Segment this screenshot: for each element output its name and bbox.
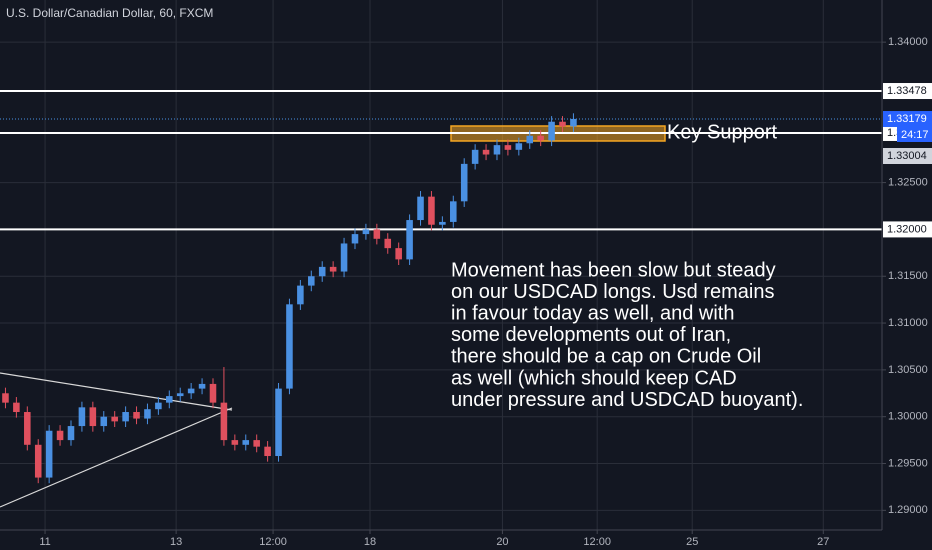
candle-body (318, 266, 326, 277)
candle-body (308, 276, 315, 286)
axis-labels: 1.29000 1.29500 1.30000 1.30500 1.31000 1.315… (39, 36, 932, 548)
candle-body (111, 416, 118, 422)
candle-body (340, 243, 348, 272)
note-line: in favour today as well, and with (451, 302, 735, 324)
x-tick-label: 25 (686, 536, 698, 548)
level-label-box (883, 221, 932, 238)
candle-body (384, 238, 392, 249)
level-label-box (883, 83, 932, 100)
candle-body (460, 163, 468, 202)
candle-body (89, 407, 97, 427)
candle-body (482, 149, 490, 155)
candle-body (122, 412, 129, 422)
current-price-label: 1.33179 (887, 113, 927, 125)
trend-line (0, 372, 233, 411)
candle-body (471, 149, 479, 164)
level-label: 1.33478 (887, 85, 927, 97)
chart-title: U.S. Dollar/Canadian Dollar, 60, FXCM (6, 6, 213, 20)
x-tick-label: 11 (39, 536, 50, 548)
note-line: on our USDCAD longs. Usd remains (451, 281, 774, 303)
candle-body (56, 430, 64, 441)
candle-body (13, 402, 20, 413)
candle-body (34, 444, 42, 478)
candle-body (231, 440, 239, 445)
note-line: some developments out of Iran, (451, 324, 731, 346)
zone-label: 1.33004 (887, 150, 927, 162)
candle-body (504, 145, 512, 150)
candle-body (351, 234, 359, 244)
candle-body (362, 229, 370, 235)
countdown-box (897, 127, 932, 142)
y-tick-label: 1.34000 (888, 36, 928, 48)
candles (2, 113, 577, 484)
candle-body (155, 402, 162, 410)
candle-body (493, 145, 501, 155)
note-line: as well (which should keep CAD (451, 367, 737, 389)
candle-body (100, 416, 108, 427)
candle-body (297, 285, 304, 305)
candle-body (242, 440, 250, 445)
candle-body (286, 304, 293, 389)
candle-body (329, 266, 337, 272)
zone-label-box (883, 148, 932, 164)
y-tick-label: 1.30500 (888, 364, 928, 376)
candle-body (264, 446, 271, 457)
y-tick-label: 1.32500 (888, 177, 928, 189)
x-tick-label: 12:00 (259, 536, 287, 548)
candle-body (45, 430, 53, 478)
candle-body (406, 220, 413, 260)
y-tick-label: 1.29000 (888, 504, 928, 516)
levels (0, 90, 882, 231)
candle-body (78, 407, 86, 427)
y-tick-label: 1.29500 (888, 457, 928, 469)
candle-body (570, 118, 577, 127)
level-label: 1.32000 (887, 223, 927, 235)
candle-body (559, 121, 566, 127)
x-tick-label: 18 (364, 536, 376, 548)
candle-body (428, 196, 435, 225)
candle-body (24, 412, 31, 445)
time-axis (0, 530, 932, 550)
candle-body (450, 201, 457, 222)
note-line: under pressure and USDCAD buoyant). (451, 389, 803, 411)
note-line: there should be a cap on Crude Oil (451, 346, 761, 368)
x-tick-label: 12:00 (583, 536, 611, 548)
candle-body (198, 383, 206, 389)
y-tick-label: 1.31500 (888, 270, 928, 282)
candle-body (176, 393, 184, 397)
candle-body (67, 426, 75, 441)
note-line: Movement has been slow but steady (451, 259, 776, 281)
current-price-label-box (883, 111, 932, 128)
candle-body (417, 196, 424, 221)
candle-body (253, 440, 260, 447)
candle-body (526, 135, 534, 144)
candle-body (373, 229, 381, 239)
zone-annotation: Key Support (667, 121, 778, 143)
countdown: 24:17 (901, 129, 929, 141)
y-tick-label: 1.30000 (888, 411, 928, 423)
candle-body (395, 248, 402, 260)
candle-body (2, 393, 9, 403)
x-tick-label: 27 (817, 536, 829, 548)
candle-body (439, 221, 446, 225)
candle-body (537, 135, 544, 141)
y-tick-label: 1.31000 (888, 317, 928, 329)
candle-body (133, 412, 140, 419)
candle-body (515, 143, 523, 150)
x-tick-label: 13 (170, 536, 182, 548)
x-tick-label: 20 (496, 536, 508, 548)
candle-body (166, 396, 173, 403)
candle-body (275, 388, 282, 457)
candle-body (548, 121, 555, 141)
candle-body (209, 383, 217, 403)
candle-body (144, 409, 151, 419)
candle-body (187, 388, 195, 394)
trend-line (0, 407, 233, 508)
candle-body (220, 402, 228, 441)
